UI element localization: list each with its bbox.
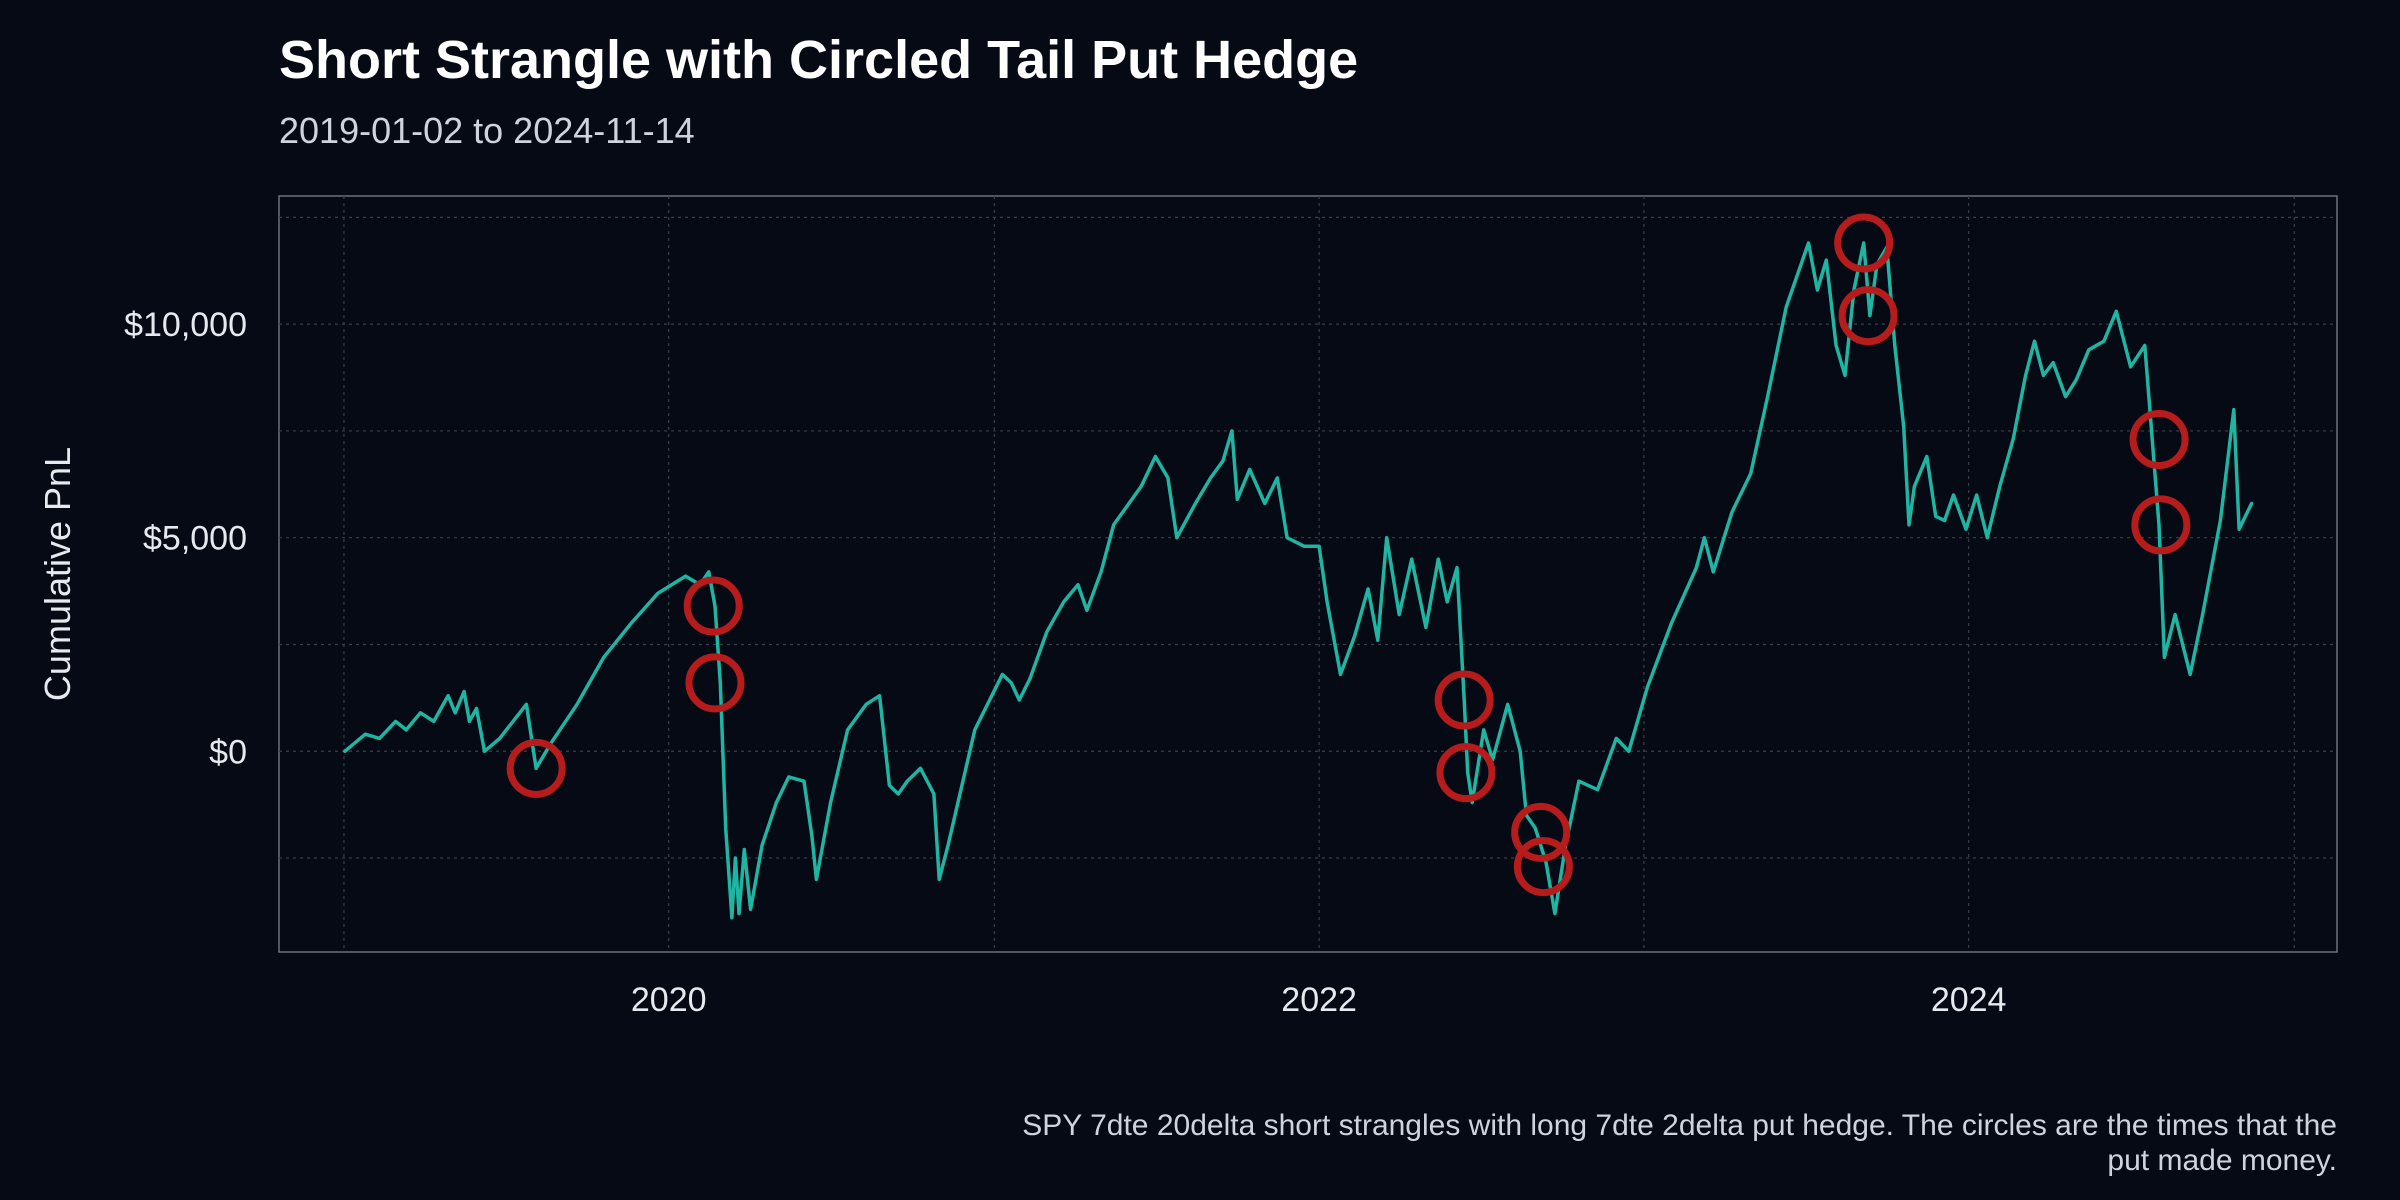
grid — [279, 196, 2337, 952]
x-tick-label-0: 2020 — [631, 981, 707, 1019]
hedge-circle-4 — [1436, 743, 1496, 803]
y-tick-label-0: $0 — [209, 733, 247, 771]
hedge-circle-8 — [1838, 286, 1898, 346]
hedge-circle-9 — [2129, 409, 2189, 469]
series-line-0 — [343, 241, 2254, 920]
hedge-circle-0 — [506, 738, 566, 798]
plot-border — [278, 195, 2338, 953]
x-tick-label-1: 2022 — [1281, 981, 1357, 1019]
hedge-circle-6 — [1513, 837, 1573, 897]
y-tick-label-2: $10,000 — [124, 306, 247, 344]
hedge-circle-5 — [1511, 802, 1571, 862]
x-axis: 2020 2022 2024 — [631, 981, 2007, 1019]
y-axis-label: Cumulative PnL — [37, 447, 78, 701]
plot-area: 2020 2022 2024 $0 $5,000 $10,000 — [124, 195, 2338, 1019]
y-axis: $0 $5,000 $10,000 — [124, 306, 247, 771]
hedge-circle-1 — [683, 576, 743, 636]
hedge-circle-7 — [1834, 213, 1894, 273]
x-tick-label-2: 2024 — [1931, 981, 2007, 1019]
y-tick-label-1: $5,000 — [143, 520, 247, 558]
hedge-circle-10 — [2131, 495, 2191, 555]
caption-line-2: put made money. — [2107, 1144, 2337, 1177]
hedge-circle-2 — [685, 653, 745, 713]
caption-line-1: SPY 7dte 20delta short strangles with lo… — [1022, 1109, 2337, 1142]
chart-title: Short Strangle with Circled Tail Put Hed… — [279, 30, 1358, 90]
hedge-circle-3 — [1434, 670, 1494, 730]
chart-subtitle: 2019-01-02 to 2024-11-14 — [279, 110, 695, 151]
series-layer — [343, 241, 2254, 920]
circle-markers — [506, 213, 2191, 897]
